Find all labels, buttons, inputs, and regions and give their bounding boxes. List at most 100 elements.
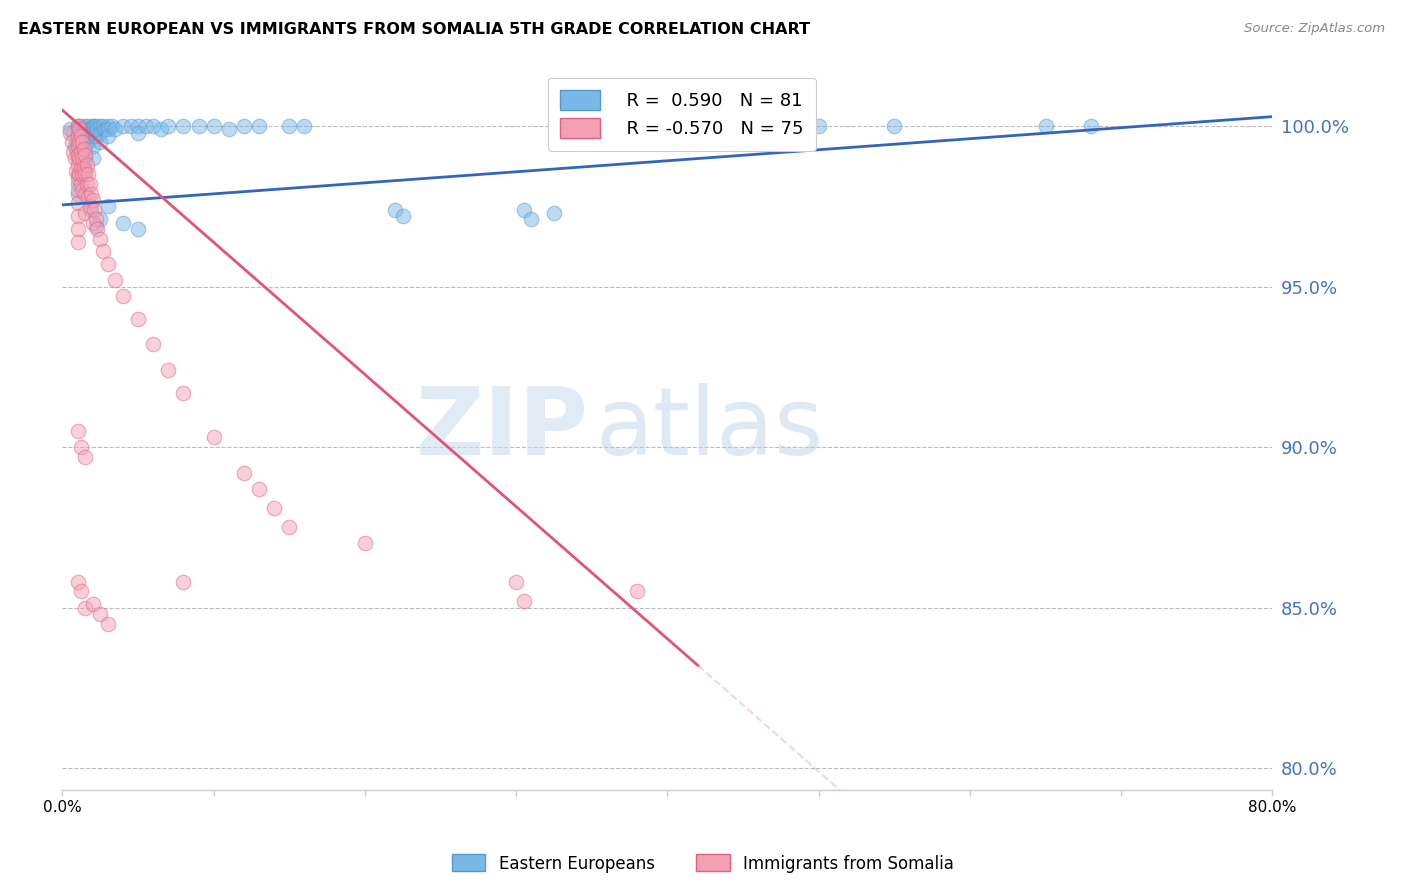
- Point: [391, 209, 413, 223]
- Point: [66, 122, 89, 136]
- Point: [86, 122, 108, 136]
- Point: [89, 607, 111, 621]
- Point: [278, 120, 301, 134]
- Point: [634, 120, 657, 134]
- Point: [384, 202, 406, 217]
- Point: [97, 120, 120, 134]
- Point: [70, 145, 93, 159]
- Point: [79, 128, 101, 143]
- Point: [89, 120, 111, 134]
- Point: [149, 122, 172, 136]
- Point: [202, 120, 225, 134]
- Point: [247, 120, 270, 134]
- Point: [111, 120, 134, 134]
- Point: [80, 126, 103, 140]
- Point: [66, 186, 89, 201]
- Point: [65, 142, 87, 156]
- Point: [66, 120, 89, 134]
- Point: [111, 215, 134, 229]
- Point: [75, 186, 97, 201]
- Point: [75, 148, 97, 162]
- Point: [66, 152, 89, 166]
- Point: [89, 136, 111, 150]
- Point: [278, 520, 301, 534]
- Point: [142, 120, 165, 134]
- Point: [202, 430, 225, 444]
- Point: [82, 152, 104, 166]
- Point: [67, 152, 90, 166]
- Point: [82, 120, 104, 134]
- Point: [77, 126, 100, 140]
- Point: [127, 126, 149, 140]
- Point: [127, 120, 149, 134]
- Point: [66, 177, 89, 191]
- Point: [76, 177, 98, 191]
- Point: [89, 231, 111, 245]
- Point: [59, 126, 82, 140]
- Point: [75, 164, 97, 178]
- Point: [513, 594, 536, 608]
- Point: [75, 168, 97, 182]
- Point: [84, 120, 107, 134]
- Point: [84, 219, 107, 233]
- Point: [77, 136, 100, 150]
- Point: [104, 273, 127, 287]
- Point: [62, 126, 84, 140]
- Point: [66, 209, 89, 223]
- Point: [75, 152, 97, 166]
- Point: [543, 206, 565, 220]
- Point: [60, 136, 83, 150]
- Point: [65, 164, 87, 178]
- Point: [77, 190, 100, 204]
- Point: [187, 120, 209, 134]
- Point: [82, 122, 104, 136]
- Point: [84, 212, 107, 227]
- Point: [173, 574, 195, 589]
- Point: [73, 161, 96, 175]
- Text: 0.0%: 0.0%: [44, 800, 82, 815]
- Point: [520, 212, 543, 227]
- Point: [66, 148, 89, 162]
- Point: [505, 574, 527, 589]
- Point: [80, 186, 103, 201]
- Point: [142, 337, 165, 351]
- Point: [66, 168, 89, 182]
- Point: [695, 122, 717, 136]
- Point: [75, 120, 97, 134]
- Point: [70, 158, 93, 172]
- Point: [69, 126, 91, 140]
- Point: [63, 152, 86, 166]
- Point: [75, 128, 97, 143]
- Point: [883, 120, 905, 134]
- Text: ZIP: ZIP: [416, 384, 589, 475]
- Point: [157, 363, 180, 377]
- Point: [91, 244, 114, 259]
- Point: [66, 222, 89, 236]
- Point: [79, 199, 101, 213]
- Point: [173, 385, 195, 400]
- Point: [70, 122, 93, 136]
- Point: [294, 120, 316, 134]
- Point: [66, 574, 89, 589]
- Legend: Eastern Europeans, Immigrants from Somalia: Eastern Europeans, Immigrants from Somal…: [446, 847, 960, 880]
- Point: [66, 183, 89, 197]
- Point: [173, 120, 195, 134]
- Point: [513, 202, 536, 217]
- Point: [626, 584, 648, 599]
- Point: [80, 202, 103, 217]
- Point: [75, 206, 97, 220]
- Point: [97, 616, 120, 631]
- Point: [91, 120, 114, 134]
- Point: [135, 120, 157, 134]
- Point: [67, 136, 90, 150]
- Point: [101, 120, 124, 134]
- Point: [69, 136, 91, 150]
- Point: [66, 120, 89, 134]
- Point: [94, 122, 117, 136]
- Point: [233, 466, 256, 480]
- Point: [75, 122, 97, 136]
- Point: [69, 148, 91, 162]
- Point: [127, 222, 149, 236]
- Point: [111, 289, 134, 303]
- Point: [218, 122, 240, 136]
